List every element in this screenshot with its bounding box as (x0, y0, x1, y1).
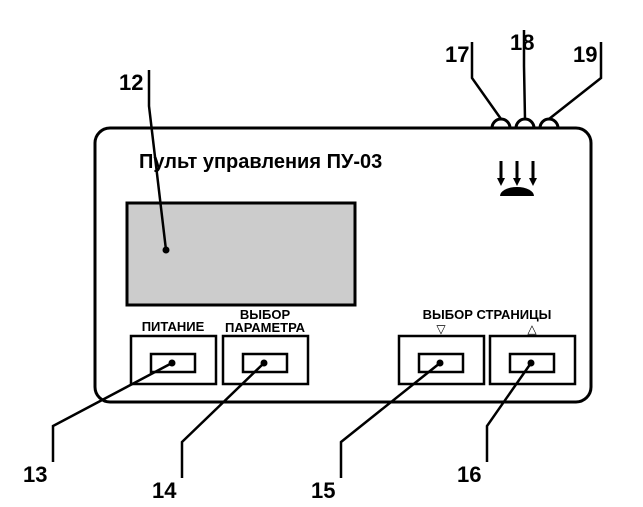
callout-17: 17 (445, 42, 469, 68)
callout-19: 19 (573, 42, 597, 68)
callout-13: 13 (23, 462, 47, 488)
page-down-icon: ▽ (436, 322, 446, 336)
power-button-label: ПИТАНИЕ (142, 319, 205, 334)
callout-18: 18 (510, 30, 534, 56)
panel-title: Пульт управления ПУ-03 (139, 151, 382, 173)
callout-16: 16 (457, 462, 481, 488)
page-up-icon: △ (527, 322, 537, 336)
callout-14: 14 (152, 478, 176, 504)
page-select-label: ВЫБОР СТРАНИЦЫ (423, 307, 552, 322)
callout-12: 12 (119, 70, 143, 96)
param-button-label-2: ПАРАМЕТРА (225, 320, 306, 335)
callout-15: 15 (311, 478, 335, 504)
